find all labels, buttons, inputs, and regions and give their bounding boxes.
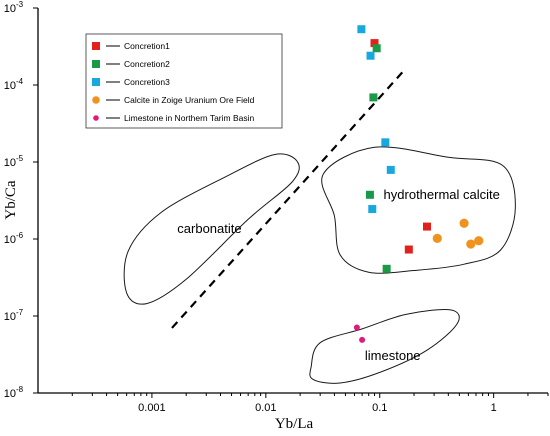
y-tick-exponent: -7 — [16, 308, 24, 317]
point-concretion3-5 — [368, 205, 377, 214]
point-calcite-in-zoige-uranium-ore-field-1 — [459, 218, 469, 228]
x-tick-label: 1 — [491, 402, 497, 414]
legend-marker-calcite-in-zoige-uranium-ore-field — [92, 96, 100, 104]
x-tick-label: 0.001 — [138, 402, 166, 414]
y-tick-exponent: -6 — [16, 231, 24, 240]
point-calcite-in-zoige-uranium-ore-field-3 — [466, 239, 476, 249]
field-outlines: carbonatite hydrothermal calcite limestone — [123, 146, 516, 384]
point-concretion3-2 — [366, 51, 375, 60]
legend-label-calcite-in-zoige-uranium-ore-field: Calcite in Zoige Uranium Ore Field — [124, 95, 255, 105]
legend-marker-concretion3 — [92, 78, 100, 86]
y-tick-label: 10 — [4, 3, 16, 15]
point-concretion2-2 — [369, 93, 378, 102]
x-tick-label: 0.1 — [372, 402, 387, 414]
field-carbonatite — [123, 153, 300, 305]
legend-marker-concretion1 — [92, 42, 100, 50]
field-label-limestone: limestone — [365, 348, 421, 363]
y-tick-exponent: -4 — [16, 77, 24, 86]
field-label-hydrothermal-calcite: hydrothermal calcite — [384, 187, 500, 202]
point-concretion2-3 — [365, 190, 374, 199]
point-concretion3-1 — [357, 25, 366, 34]
point-limestone-in-northern-tarim-basin-1 — [353, 324, 360, 331]
y-tick-exponent: -3 — [16, 0, 24, 9]
data-points — [353, 25, 484, 343]
ticks: 0.001 0.01 0.1 110-810-710-610-510-410-3 — [4, 0, 549, 414]
field-hydrothermal-calcite — [321, 146, 516, 274]
legend-label-concretion3: Concretion3 — [124, 77, 170, 87]
x-tick-label: 0.01 — [255, 402, 276, 414]
y-tick-exponent: -5 — [16, 154, 24, 163]
point-concretion3-4 — [386, 165, 395, 174]
y-tick-label: 10 — [4, 80, 16, 92]
field-label-carbonatite: carbonatite — [177, 221, 241, 236]
y-tick-label: 10 — [4, 157, 16, 169]
legend-label-concretion2: Concretion2 — [124, 59, 170, 69]
point-limestone-in-northern-tarim-basin-2 — [359, 336, 366, 343]
y-tick-exponent: -8 — [16, 385, 24, 394]
legend-label-limestone-in-northern-tarim-basin: Limestone in Northern Tarim Basin — [124, 113, 255, 123]
y-tick-label: 10 — [4, 311, 16, 323]
point-concretion1-3 — [404, 245, 413, 254]
legend-marker-concretion2 — [92, 60, 100, 68]
x-axis-title: Yb/La — [275, 416, 314, 432]
legend-box — [85, 33, 283, 129]
legend-label-concretion1: Concretion1 — [124, 41, 170, 51]
legend-marker-limestone-in-northern-tarim-basin — [93, 115, 99, 121]
point-concretion2-4 — [382, 264, 391, 273]
field-limestone — [309, 309, 460, 384]
dashed-boundary-line — [171, 67, 407, 329]
y-tick-label: 10 — [4, 234, 16, 246]
y-axis-title: Yb/Ca — [3, 180, 19, 220]
point-concretion2-1 — [372, 44, 381, 53]
point-concretion1-1 — [370, 39, 379, 48]
legend: Concretion1 Concretion2 Concretion3 Calcite… — [85, 33, 283, 129]
point-concretion3-3 — [381, 138, 390, 147]
discrimination-line — [171, 67, 407, 329]
point-calcite-in-zoige-uranium-ore-field-4 — [474, 236, 484, 246]
point-concretion1-2 — [423, 222, 432, 231]
axes — [37, 8, 548, 394]
point-calcite-in-zoige-uranium-ore-field-2 — [432, 233, 442, 243]
y-tick-label: 10 — [4, 388, 16, 400]
